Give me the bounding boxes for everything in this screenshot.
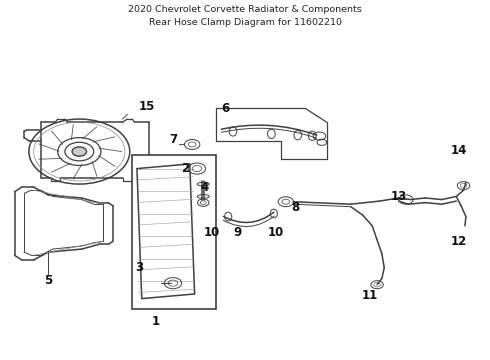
- Text: 2: 2: [181, 162, 189, 175]
- Text: 13: 13: [391, 190, 407, 203]
- Text: 8: 8: [291, 201, 299, 214]
- Text: 2020 Chevrolet Corvette Radiator & Components
Rear Hose Clamp Diagram for 116022: 2020 Chevrolet Corvette Radiator & Compo…: [128, 5, 362, 27]
- Text: 12: 12: [451, 235, 467, 248]
- FancyBboxPatch shape: [132, 155, 216, 310]
- Text: 15: 15: [138, 100, 155, 113]
- Text: 3: 3: [135, 261, 144, 274]
- Text: 1: 1: [152, 315, 160, 328]
- Text: 5: 5: [44, 274, 52, 287]
- Text: 11: 11: [362, 289, 378, 302]
- Text: 10: 10: [268, 226, 284, 239]
- Text: 9: 9: [234, 226, 242, 239]
- Text: 7: 7: [169, 133, 177, 146]
- Circle shape: [72, 147, 87, 156]
- Text: 6: 6: [221, 102, 230, 115]
- Text: 10: 10: [203, 226, 220, 239]
- Text: 4: 4: [200, 181, 208, 194]
- Text: 14: 14: [450, 144, 467, 157]
